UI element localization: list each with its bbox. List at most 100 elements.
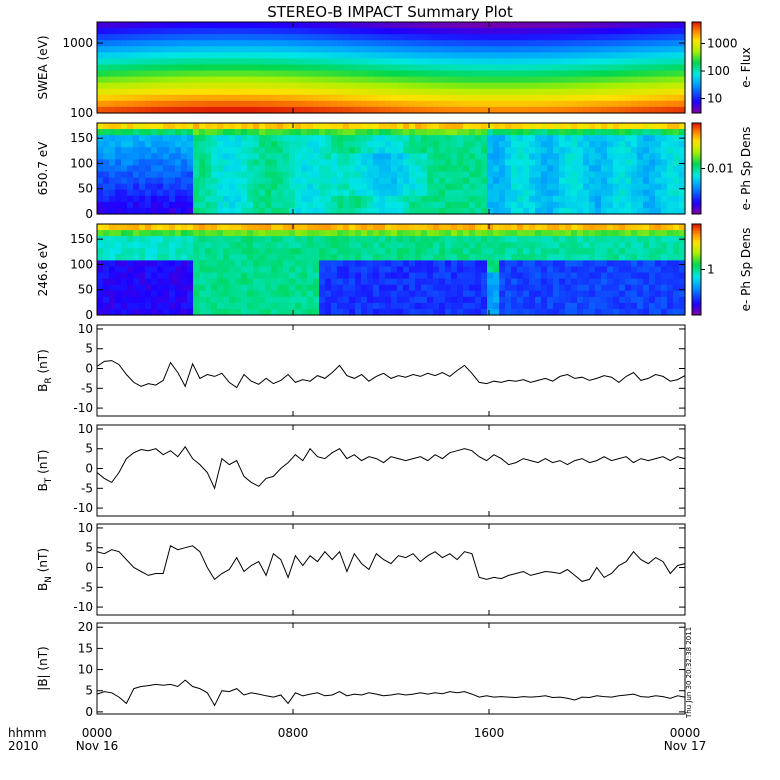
- spectrogram-cell: [355, 266, 362, 274]
- spectrogram-cell: [409, 302, 416, 310]
- spectrogram-cell: [121, 106, 128, 114]
- spectrogram-cell: [193, 88, 200, 96]
- spectrogram-cell: [601, 272, 608, 280]
- spectrogram-cell: [259, 141, 266, 148]
- colorbar-swatch: [692, 22, 701, 25]
- spectrogram-cell: [577, 40, 584, 47]
- spectrogram-cell: [415, 135, 422, 142]
- spectrogram-cell: [577, 165, 584, 173]
- spectrogram-cell: [583, 207, 590, 215]
- spectrogram-cell: [145, 290, 152, 298]
- spectrogram-cell: [349, 296, 356, 304]
- spectrogram-cell: [601, 153, 608, 160]
- spectrogram-cell: [343, 46, 350, 53]
- spectrogram-cell: [535, 141, 542, 148]
- spectrogram-cell: [307, 100, 314, 108]
- spectrogram-cell: [577, 254, 584, 261]
- spectrogram-cell: [259, 189, 266, 197]
- spectrogram-cell: [439, 82, 446, 90]
- spectrogram-cell: [283, 58, 290, 66]
- spectrogram-cell: [325, 141, 332, 148]
- spectrogram-cell: [535, 308, 542, 316]
- spectrogram-cell: [577, 284, 584, 292]
- spectrogram-cell: [511, 159, 518, 167]
- spectrogram-cell: [511, 266, 518, 274]
- spectrogram-cell: [553, 34, 560, 41]
- spectrogram-cell: [229, 195, 236, 203]
- spectrogram-cell: [163, 230, 170, 237]
- spectrogram-cell: [457, 207, 464, 215]
- spectrogram-cell: [289, 224, 296, 231]
- spectrogram-cell: [631, 236, 638, 243]
- spectrogram-cell: [565, 230, 572, 237]
- spectrogram-cell: [271, 171, 278, 179]
- spectrogram-cell: [625, 147, 632, 154]
- spectrogram-cell: [511, 147, 518, 154]
- spectrogram-cell: [535, 290, 542, 298]
- spectrogram-cell: [553, 46, 560, 53]
- spectrogram-cell: [319, 284, 326, 292]
- spectrogram-cell: [661, 100, 668, 108]
- spectrogram-cell: [325, 58, 332, 66]
- spectrogram-cell: [343, 28, 350, 35]
- spectrogram-cell: [421, 207, 428, 215]
- spectrogram-cell: [601, 290, 608, 298]
- spectrogram-cell: [181, 46, 188, 53]
- spectrogram-cell: [355, 284, 362, 292]
- spectrogram-cell: [667, 224, 674, 231]
- spectrogram-cell: [343, 308, 350, 316]
- spectrogram-cell: [607, 46, 614, 53]
- y-tick-label: 10: [78, 322, 93, 336]
- spectrogram-cell: [673, 290, 680, 298]
- spectrogram-cell: [175, 40, 182, 47]
- spectrogram-cell: [511, 58, 518, 66]
- spectrogram-cell: [385, 284, 392, 292]
- spectrogram-cell: [313, 82, 320, 90]
- spectrogram-cell: [319, 260, 326, 268]
- spectrogram-cell: [439, 28, 446, 35]
- spectrogram-cell: [217, 272, 224, 280]
- spectrogram-cell: [379, 207, 386, 215]
- spectrogram-cell: [463, 177, 470, 185]
- spectrogram-cell: [301, 165, 308, 173]
- spectrogram-cell: [325, 40, 332, 47]
- spectrogram-cell: [583, 153, 590, 160]
- spectrogram-cell: [529, 278, 536, 286]
- spectrogram-cell: [541, 171, 548, 179]
- spectrogram-cell: [301, 40, 308, 47]
- spectrogram-cell: [301, 254, 308, 261]
- spectrogram-cell: [103, 207, 110, 215]
- spectrogram-cell: [301, 171, 308, 179]
- spectrogram-cell: [181, 207, 188, 215]
- spectrogram-cell: [403, 302, 410, 310]
- spectrogram-cell: [241, 94, 248, 102]
- spectrogram-cell: [319, 58, 326, 66]
- spectrogram-cell: [397, 195, 404, 203]
- spectrogram-cell: [265, 70, 272, 78]
- spectrogram-cell: [139, 254, 146, 261]
- spectrogram-cell: [205, 52, 212, 59]
- spectrogram-cell: [649, 100, 656, 108]
- spectrogram-cell: [619, 224, 626, 231]
- spectrogram-cell: [661, 254, 668, 261]
- spectrogram-cell: [463, 290, 470, 298]
- spectrogram-cell: [553, 147, 560, 154]
- spectrogram-cell: [307, 88, 314, 96]
- spectrogram-cell: [445, 302, 452, 310]
- spectrogram-cell: [505, 254, 512, 261]
- spectrogram-cell: [187, 296, 194, 304]
- spectrogram-cell: [457, 46, 464, 53]
- colorbar-swatch: [692, 159, 701, 163]
- spectrogram-cell: [535, 58, 542, 66]
- spectrogram-cell: [379, 153, 386, 160]
- spectrogram-cell: [103, 177, 110, 185]
- spectrogram-cell: [637, 236, 644, 243]
- spectrogram-cell: [331, 141, 338, 148]
- spectrogram-cell: [205, 290, 212, 298]
- spectrogram-cell: [511, 260, 518, 268]
- spectrogram-cell: [571, 22, 578, 29]
- spectrogram-cell: [241, 236, 248, 243]
- spectrogram-cell: [175, 46, 182, 53]
- spectrogram-cell: [577, 123, 584, 130]
- spectrogram-cell: [121, 230, 128, 237]
